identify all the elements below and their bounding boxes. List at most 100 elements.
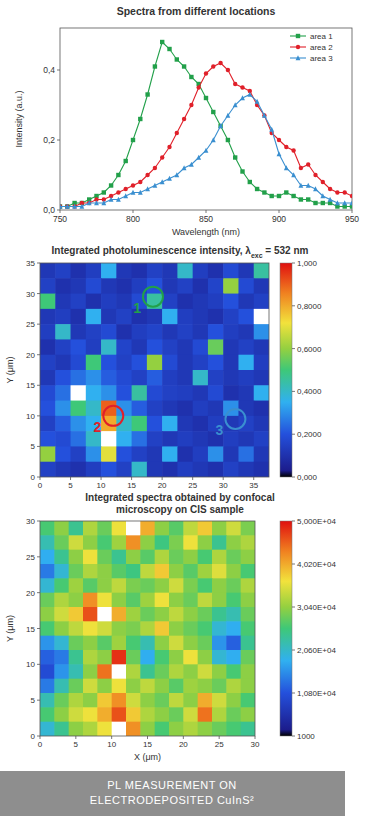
data-point xyxy=(284,165,289,170)
data-point xyxy=(123,193,128,198)
heat-cell xyxy=(238,355,254,371)
heat-cell xyxy=(71,309,87,325)
data-point xyxy=(255,187,259,191)
data-point xyxy=(240,85,244,89)
heat-cell xyxy=(198,607,213,622)
data-point xyxy=(306,197,310,201)
heat-cell xyxy=(40,339,56,355)
heat-cell xyxy=(241,707,255,722)
data-point xyxy=(299,197,303,201)
heat-cell xyxy=(132,431,148,447)
heat-cell xyxy=(54,607,69,622)
heat-cell xyxy=(177,263,193,279)
heat-cell xyxy=(198,535,213,550)
data-point xyxy=(131,183,135,187)
colorbar-tick-label: 2,060E+04 xyxy=(297,646,336,655)
data-point xyxy=(299,166,303,170)
data-point xyxy=(116,173,120,177)
heat-cell xyxy=(208,324,224,340)
x-tick xyxy=(223,477,224,480)
heat-cell xyxy=(140,550,155,565)
x-tick-label: 5 xyxy=(74,740,79,749)
data-point xyxy=(342,200,347,205)
data-point xyxy=(343,190,347,194)
x-tick xyxy=(255,736,256,739)
heat-cell xyxy=(241,679,255,694)
data-point xyxy=(291,172,296,177)
heat-cell xyxy=(226,578,241,593)
heat-cell xyxy=(69,521,84,536)
heat-cell xyxy=(97,578,112,593)
heat-cell xyxy=(254,324,269,340)
heat-cell xyxy=(71,339,87,355)
heat-cell xyxy=(198,593,213,608)
data-point xyxy=(145,186,150,191)
data-point xyxy=(145,92,149,96)
x-tick-label: 0 xyxy=(38,740,43,749)
heat-cell xyxy=(241,578,255,593)
heat-cell xyxy=(55,278,71,294)
heat-cell xyxy=(241,650,255,665)
heat-cell xyxy=(223,446,239,462)
heat-cell xyxy=(193,416,209,432)
heat-cell xyxy=(238,263,254,279)
x-tick xyxy=(279,210,280,213)
data-point xyxy=(167,176,172,181)
heat-cell xyxy=(208,294,224,310)
heat-cell xyxy=(147,339,163,355)
heat-cell xyxy=(241,521,255,536)
heat-cell xyxy=(40,370,56,386)
heat-cell xyxy=(226,593,241,608)
data-point xyxy=(116,190,120,194)
heat-cell xyxy=(101,339,117,355)
colorbar-tick-label: 5,000E+04 xyxy=(297,517,336,526)
title-part: = 532 nm xyxy=(263,245,309,256)
title-part: Integrated photoluminescence intensity, … xyxy=(52,245,252,256)
plot-data xyxy=(60,40,352,209)
heat-cell xyxy=(162,446,178,462)
heat-cell xyxy=(226,550,241,565)
heat-cell xyxy=(86,401,102,417)
heat-cell xyxy=(183,664,198,679)
heat-cell xyxy=(54,636,69,651)
heat-cell xyxy=(241,535,255,550)
x-tick xyxy=(131,477,132,480)
heat-cell xyxy=(116,446,132,462)
heat-cell xyxy=(71,385,87,401)
x-tick-label: 800 xyxy=(126,214,140,224)
y-tick xyxy=(37,477,40,478)
data-point xyxy=(189,103,193,107)
data-point xyxy=(175,57,179,61)
heat-cell xyxy=(112,607,127,622)
heat-cell xyxy=(193,385,209,401)
heat-cell xyxy=(132,446,148,462)
data-point xyxy=(109,183,113,187)
heat-cell xyxy=(238,278,254,294)
heat-cell xyxy=(183,578,198,593)
data-point xyxy=(248,180,252,184)
colorbar: 0,0000,20000,40000,60000,80001,000 xyxy=(280,259,322,482)
heat-cell xyxy=(86,462,102,477)
heat-cell xyxy=(155,664,170,679)
x-tick-label: 950 xyxy=(345,214,359,224)
heat-cell xyxy=(97,650,112,665)
caption-text: PL MEASUREMENT ON xyxy=(107,779,237,791)
data-point xyxy=(218,61,222,65)
heat-cell xyxy=(162,401,178,417)
data-point xyxy=(211,137,216,142)
heat-cell xyxy=(126,679,141,694)
x-tick xyxy=(192,477,193,480)
heat-cell xyxy=(83,535,98,550)
heat-cell xyxy=(116,294,132,310)
heat-cell xyxy=(254,416,269,432)
x-tick xyxy=(183,736,184,739)
heat-cell xyxy=(223,324,239,340)
heat-cell xyxy=(183,636,198,651)
heat-cell xyxy=(40,722,55,736)
data-point xyxy=(277,151,282,156)
colorbar-tick xyxy=(292,263,295,264)
heat-cell xyxy=(223,385,239,401)
heat-cell xyxy=(155,722,170,736)
heat-cell xyxy=(241,593,255,608)
heat-cell xyxy=(69,693,84,708)
